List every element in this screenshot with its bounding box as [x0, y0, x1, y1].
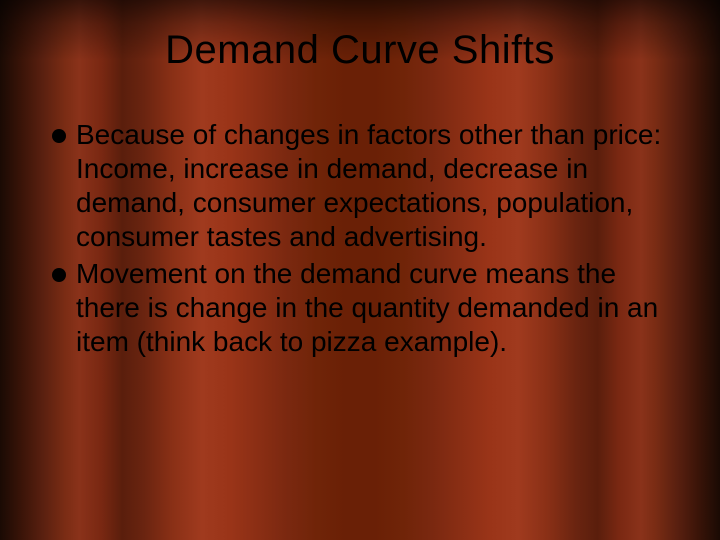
- slide-content: Because of changes in factors other than…: [52, 118, 680, 361]
- list-item: Because of changes in factors other than…: [52, 118, 680, 255]
- list-item: Movement on the demand curve means the t…: [52, 257, 680, 359]
- bullet-icon: [52, 129, 66, 143]
- slide: Demand Curve Shifts Because of changes i…: [0, 0, 720, 540]
- slide-title: Demand Curve Shifts: [0, 28, 720, 73]
- bullet-text: Movement on the demand curve means the t…: [76, 257, 680, 359]
- bullet-icon: [52, 268, 66, 282]
- bullet-text: Because of changes in factors other than…: [76, 118, 680, 255]
